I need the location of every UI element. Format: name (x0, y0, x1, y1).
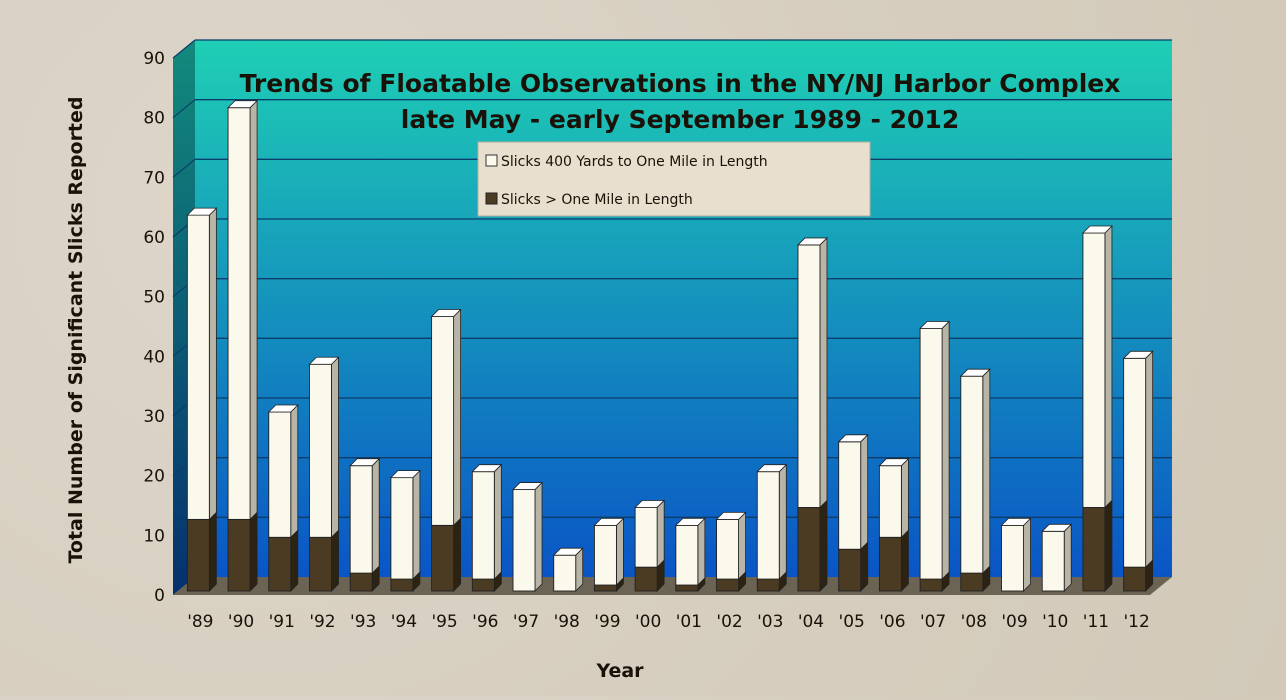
legend-box (477, 141, 871, 217)
legend-label-short: Slicks 400 Yards to One Mile in Length (501, 154, 768, 170)
bar-short-slicks (797, 236, 828, 509)
x-tick-label: '98 (554, 612, 580, 632)
bar-long-slicks (267, 529, 299, 592)
bar-long-slicks (186, 511, 218, 592)
y-axis-ticks: 0 10 20 30 40 50 60 70 80 90 (143, 49, 165, 606)
x-axis-title: Year (595, 660, 644, 682)
y-tick-label: 90 (143, 49, 165, 69)
legend: Slicks 400 Yards to One Mile in Length S… (477, 141, 871, 217)
x-tick-label: '01 (676, 612, 702, 632)
x-axis-ticks: '89 '90 '91 '92 '93 '94 '95 '96 '97 '98 '99 '00 '01 '… (187, 612, 1150, 632)
bar-long-slicks (1081, 499, 1113, 592)
x-tick-label: '09 (1001, 612, 1027, 632)
bar-short-slicks (349, 457, 381, 575)
bar-short-slicks (593, 517, 625, 586)
x-tick-label: '11 (1083, 612, 1109, 632)
bar-long-slicks (227, 511, 259, 592)
bar-short-slicks (389, 469, 421, 581)
y-tick-label: 60 (143, 228, 165, 248)
legend-swatch-long (485, 192, 498, 205)
y-tick-label: 80 (143, 109, 165, 129)
x-tick-label: '93 (350, 612, 376, 632)
bar-short-slicks (919, 320, 951, 581)
bar-short-slicks (1041, 523, 1073, 592)
x-tick-label: '02 (716, 612, 742, 632)
bar-short-slicks (430, 308, 462, 527)
bar-short-slicks (715, 511, 747, 581)
y-axis-title: Total Number of Significant Slicks Repor… (65, 96, 87, 563)
bar-short-slicks (552, 547, 584, 592)
x-tick-label: '03 (757, 612, 783, 632)
chart-subtitle: late May - early September 1989 - 2012 (401, 105, 959, 134)
x-tick-label: '96 (472, 612, 498, 632)
bar-short-slicks (1122, 350, 1154, 569)
legend-label-long: Slicks > One Mile in Length (501, 192, 693, 208)
bar-short-slicks (1000, 517, 1032, 592)
bar-short-slicks (674, 517, 706, 586)
x-tick-label: '12 (1123, 612, 1149, 632)
x-tick-label: '95 (431, 612, 457, 632)
y-tick-label: 10 (143, 526, 165, 546)
x-tick-label: '91 (269, 612, 295, 632)
bar-short-slicks (512, 481, 543, 592)
x-tick-label: '06 (879, 612, 905, 632)
x-tick-label: '99 (594, 612, 620, 632)
gridlines (172, 39, 1172, 536)
bar-short-slicks (471, 463, 503, 581)
bars (186, 99, 1154, 592)
bar-short-slicks (959, 368, 991, 575)
legend-swatch-short (485, 154, 498, 167)
y-tick-label: 0 (154, 586, 165, 606)
x-tick-label: '05 (839, 612, 865, 632)
bar-short-slicks (186, 207, 218, 521)
bar-long-slicks (797, 499, 828, 592)
bar-short-slicks (1081, 225, 1113, 509)
x-tick-label: '94 (391, 612, 417, 632)
bar-long-slicks (308, 529, 340, 592)
x-tick-label: '89 (187, 612, 213, 632)
y-tick-label: 40 (143, 347, 165, 367)
bar-short-slicks (634, 499, 666, 569)
x-tick-label: '00 (635, 612, 661, 632)
bar-long-slicks (430, 517, 462, 592)
x-tick-label: '07 (920, 612, 946, 632)
gridline-side (172, 99, 196, 119)
x-tick-label: '97 (513, 612, 539, 632)
x-tick-label: '08 (961, 612, 987, 632)
gridline-side (172, 158, 196, 178)
y-tick-label: 30 (143, 407, 165, 427)
gridline-side (172, 39, 196, 59)
y-tick-label: 50 (143, 288, 165, 308)
bar-short-slicks (878, 457, 910, 539)
chart-title: Trends of Floatable Observations in the … (240, 69, 1121, 98)
x-tick-label: '92 (309, 612, 335, 632)
y-tick-label: 20 (143, 467, 165, 487)
x-tick-label: '10 (1042, 612, 1068, 632)
bar-short-slicks (837, 433, 869, 551)
y-tick-label: 70 (143, 168, 165, 188)
bar-short-slicks (267, 404, 299, 539)
bar-short-slicks (308, 356, 340, 539)
bar-short-slicks (227, 99, 259, 521)
x-tick-label: '04 (798, 612, 824, 632)
x-tick-label: '90 (228, 612, 254, 632)
bar-long-slicks (878, 529, 910, 592)
bar-short-slicks (756, 463, 788, 581)
